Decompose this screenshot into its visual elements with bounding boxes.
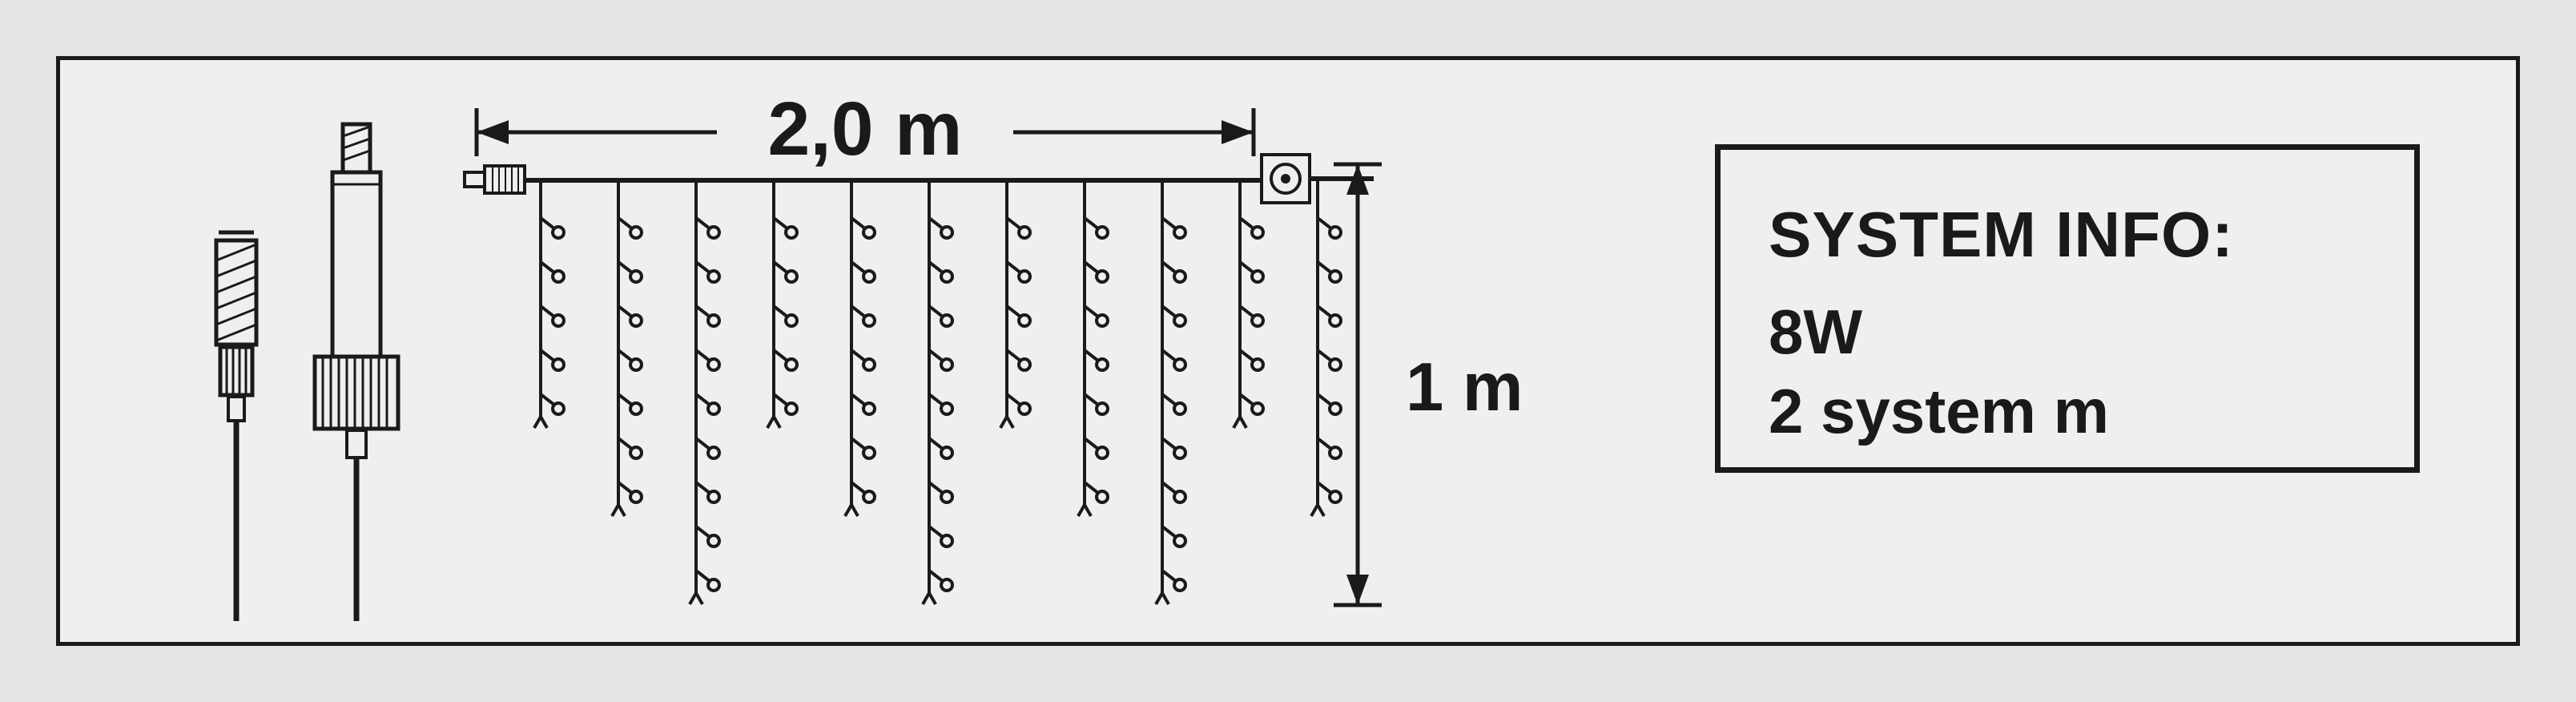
- height-dimension-label: 1 m: [1406, 349, 1523, 427]
- system-info-system: 2 system m: [1769, 375, 2366, 448]
- system-info-title: SYSTEM INFO:: [1769, 198, 2366, 272]
- curtain-plug-left: [465, 166, 525, 193]
- system-info-box: SYSTEM INFO: 8W 2 system m: [1715, 144, 2420, 473]
- width-dimension-label: 2,0 m: [717, 86, 1013, 173]
- diagram-panel: 2,0 m 1 m SYSTEM INFO: 8W 2 system m: [56, 56, 2520, 646]
- connector-female: [216, 232, 256, 621]
- icicle-strands: [534, 180, 1341, 604]
- connector-male: [315, 124, 398, 621]
- system-info-power: 8W: [1769, 296, 2366, 369]
